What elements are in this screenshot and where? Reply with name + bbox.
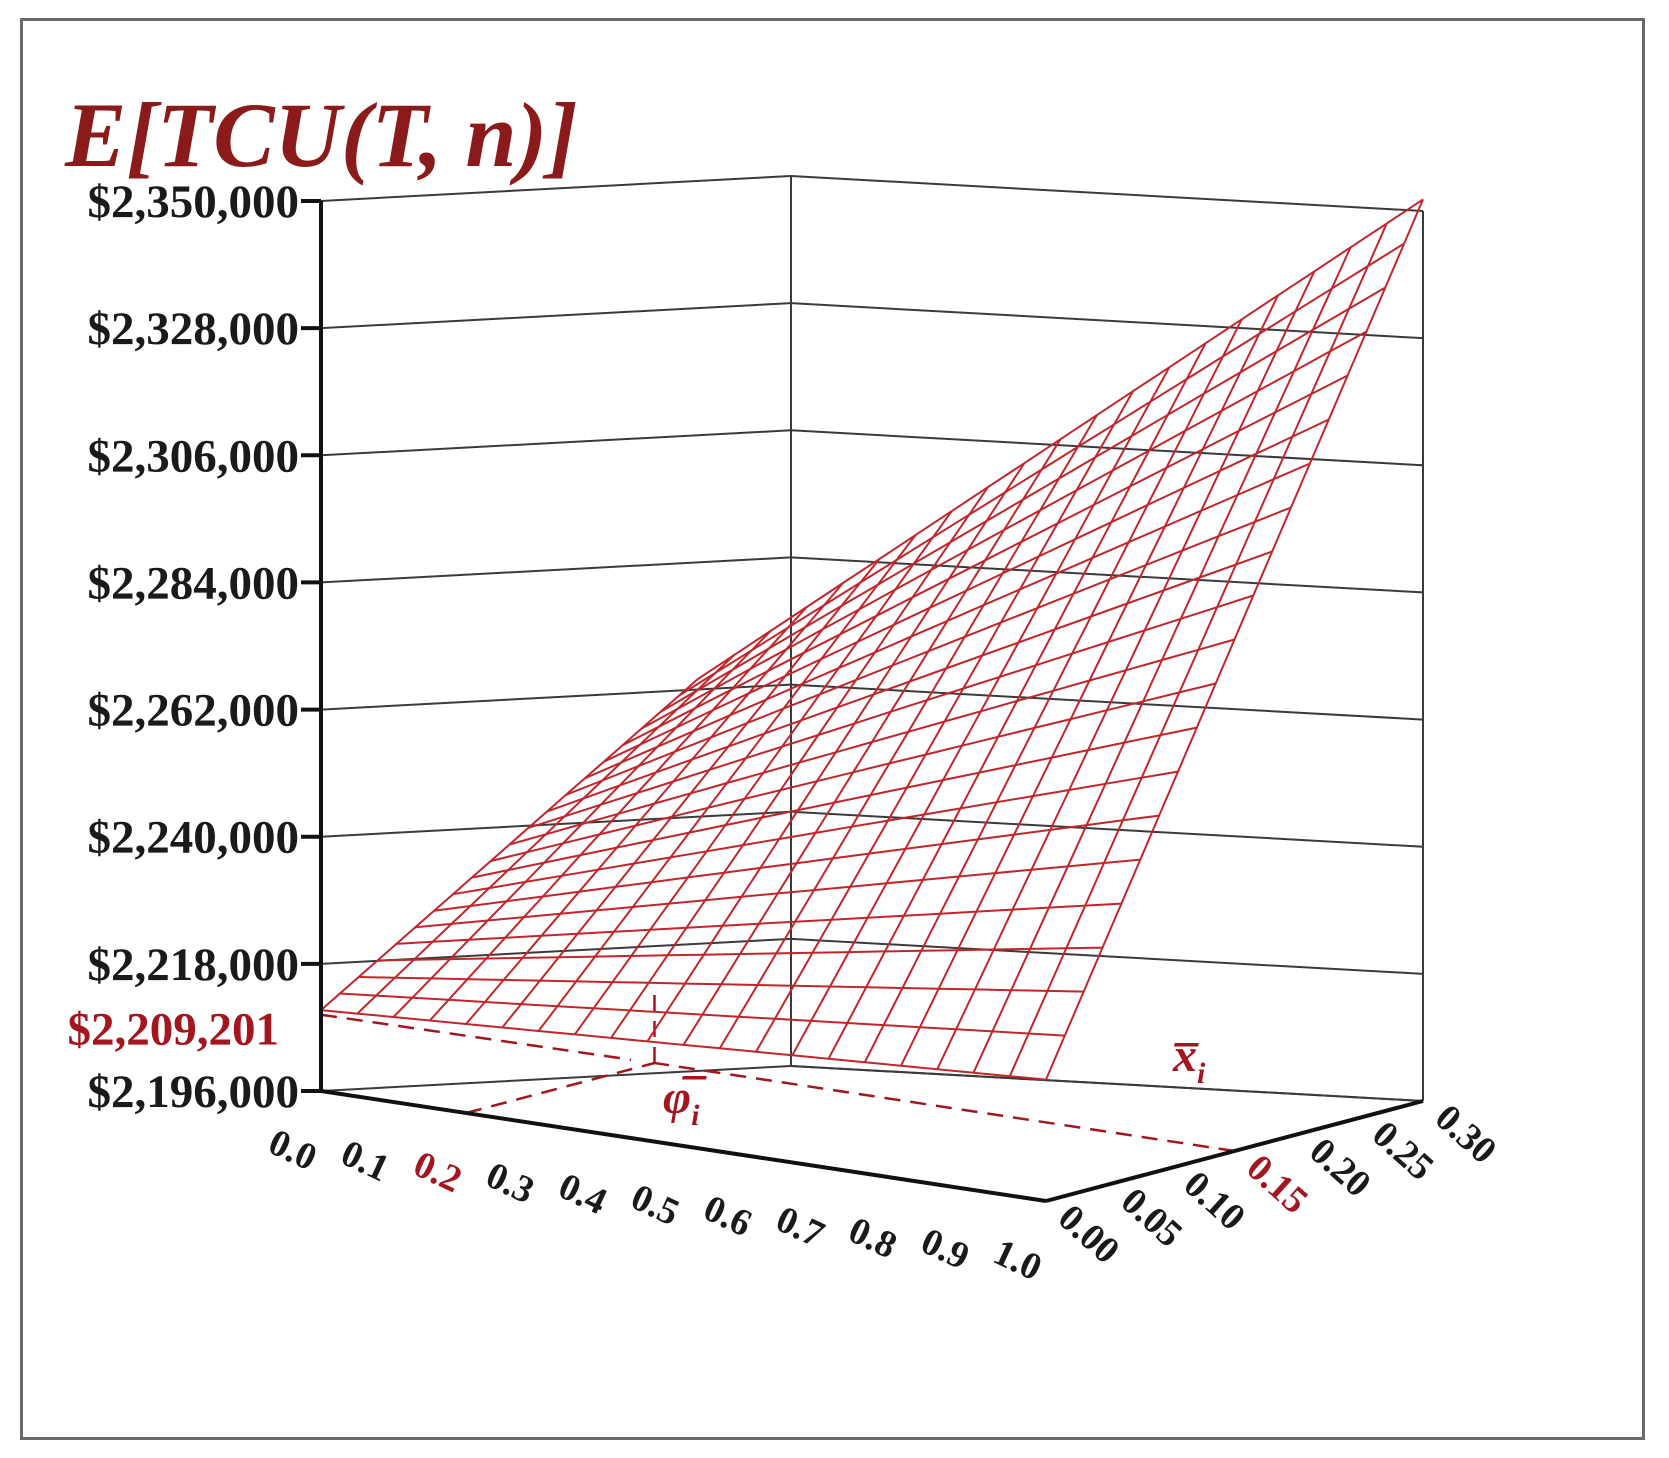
z-tick-label: $2,196,000: [88, 1066, 300, 1118]
surface-chart: $2,350,000 $2,328,000 $2,306,000 $2,284,000…: [64, 84, 1505, 1289]
left-wall-gridline: [320, 1065, 792, 1092]
mesh-line-phi: [791, 366, 1171, 1056]
x-tick-label: 0.4: [552, 1165, 613, 1223]
guide-phi-line: [465, 1061, 655, 1115]
mesh-line-phi: [863, 318, 1243, 1063]
x-tick-label: 0.8: [842, 1209, 903, 1267]
guide-x-line: [654, 1061, 1235, 1153]
back-walls-grid: [320, 175, 1424, 1102]
x-axis-label: φ̅i: [663, 1071, 707, 1132]
mesh-line-phi: [682, 438, 1062, 1046]
back-wall-gridline: [790, 175, 1424, 212]
mesh-line-phi: [936, 270, 1316, 1070]
guide-z-line: [320, 1013, 632, 1061]
x-tick-label: 0.5: [625, 1176, 686, 1234]
z-tick-label: $2,284,000: [88, 557, 300, 609]
z-tick-label: $2,240,000: [88, 812, 300, 864]
left-wall-gridline: [320, 175, 792, 202]
mesh-line-phi: [537, 534, 917, 1032]
back-wall-gridline: [790, 683, 1424, 721]
z-tick-label: $2,306,000: [88, 430, 300, 482]
z-tick-label: $2,328,000: [88, 303, 300, 355]
axes: [301, 199, 1424, 1203]
mesh-line-phi: [718, 414, 1098, 1049]
x-tick-label: 0.2: [407, 1143, 468, 1201]
surface-mesh: [320, 198, 1424, 1081]
chart-frame: $2,350,000 $2,328,000 $2,306,000 $2,284,000…: [20, 18, 1645, 1440]
y-axis-line: [1045, 1099, 1424, 1203]
mesh-line-phi: [501, 558, 881, 1029]
mesh-line-phi: [646, 462, 1026, 1042]
back-wall-gridline: [790, 429, 1424, 467]
z-highlight-label: $2,209,201: [68, 1004, 280, 1056]
z-tick-label: $2,218,000: [88, 939, 300, 991]
mesh-line-phi: [429, 606, 808, 1022]
z-tick-label: $2,262,000: [88, 685, 300, 737]
mesh-line-phi: [356, 654, 735, 1015]
x-tick-label: 0.9: [915, 1220, 976, 1278]
z-tick-label: $2,350,000: [88, 176, 300, 228]
x-tick-label: 0.0: [262, 1121, 323, 1179]
mesh-line-phi: [610, 486, 989, 1039]
chart-title: E[TCU(T, n)]: [64, 84, 578, 186]
x-axis-line: [320, 1089, 1047, 1203]
mesh-line-phi: [320, 678, 699, 1011]
mesh-line-phi: [972, 246, 1352, 1074]
y-axis-label: x̅i: [1172, 1029, 1206, 1090]
back-floor-edge: [790, 1065, 1424, 1102]
left-wall-gridline: [320, 302, 792, 330]
mesh-line-phi: [755, 390, 1134, 1053]
x-tick-label: 0.1: [335, 1132, 396, 1190]
mesh-line-phi: [900, 294, 1279, 1067]
mesh-line-phi: [1045, 199, 1424, 1080]
left-wall-gridline: [320, 429, 792, 457]
back-wall-gridline: [790, 556, 1424, 594]
mesh-line-phi: [827, 342, 1207, 1060]
mesh-line-phi: [392, 630, 772, 1018]
back-wall-gridline: [790, 937, 1424, 975]
mesh-line-phi: [573, 510, 953, 1035]
x-tick-label: 0.7: [770, 1198, 831, 1256]
x-tick-label: 1.0: [987, 1231, 1048, 1289]
left-wall-gridline: [320, 556, 792, 584]
back-wall-gridline: [790, 810, 1424, 848]
optimum-guide-lines: [320, 986, 1235, 1153]
mesh-line-phi: [1008, 222, 1388, 1077]
x-tick-label: 0.6: [697, 1187, 758, 1245]
mesh-line-phi: [465, 582, 844, 1025]
x-tick-label: 0.3: [480, 1154, 541, 1212]
back-wall-gridline: [790, 302, 1424, 340]
